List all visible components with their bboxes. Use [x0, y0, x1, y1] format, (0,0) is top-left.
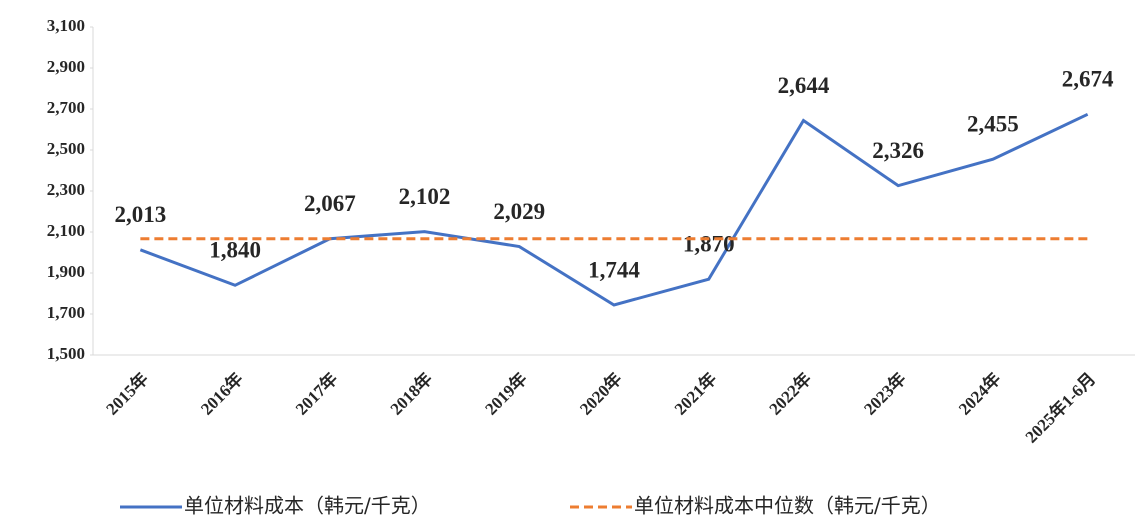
legend-label: 单位材料成本中位数（韩元/千克）	[634, 494, 941, 518]
x-tick-label: 2025年1-6月	[1021, 368, 1099, 446]
data-label: 2,674	[1062, 67, 1114, 92]
x-tick-label: 2019年	[481, 368, 531, 418]
data-label: 1,840	[209, 238, 261, 263]
y-tick-label: 2,300	[47, 180, 85, 199]
x-tick-label: 2015年	[102, 368, 152, 418]
y-tick-label: 2,700	[47, 98, 85, 117]
x-tick-label: 2023年	[860, 368, 910, 418]
x-tick-label: 2021年	[670, 368, 720, 418]
data-label: 2,644	[778, 73, 830, 98]
data-label: 2,455	[967, 112, 1019, 137]
legend-label: 单位材料成本（韩元/千克）	[184, 494, 431, 518]
data-label: 2,067	[304, 191, 356, 216]
data-label: 2,029	[493, 199, 545, 224]
y-tick-label: 3,100	[47, 16, 85, 35]
y-tick-label: 2,900	[47, 57, 85, 76]
data-label: 2,013	[114, 202, 166, 227]
data-label: 1,744	[588, 257, 640, 282]
series-line	[139, 112, 1089, 307]
y-tick-label: 1,700	[47, 303, 85, 322]
x-tick-label: 2018年	[386, 368, 436, 418]
x-tick-label: 2017年	[291, 368, 341, 418]
y-tick-label: 1,900	[47, 262, 85, 281]
data-label: 1,870	[683, 231, 735, 256]
data-label: 2,326	[872, 138, 924, 163]
y-tick-label: 1,500	[47, 344, 85, 363]
x-tick-label: 2022年	[765, 368, 815, 418]
data-label: 2,102	[399, 184, 451, 209]
y-tick-label: 2,100	[47, 221, 85, 240]
x-tick-label: 2020年	[575, 368, 625, 418]
x-tick-label: 2016年	[196, 368, 246, 418]
y-tick-label: 2,500	[47, 139, 85, 158]
x-tick-label: 2024年	[954, 368, 1004, 418]
